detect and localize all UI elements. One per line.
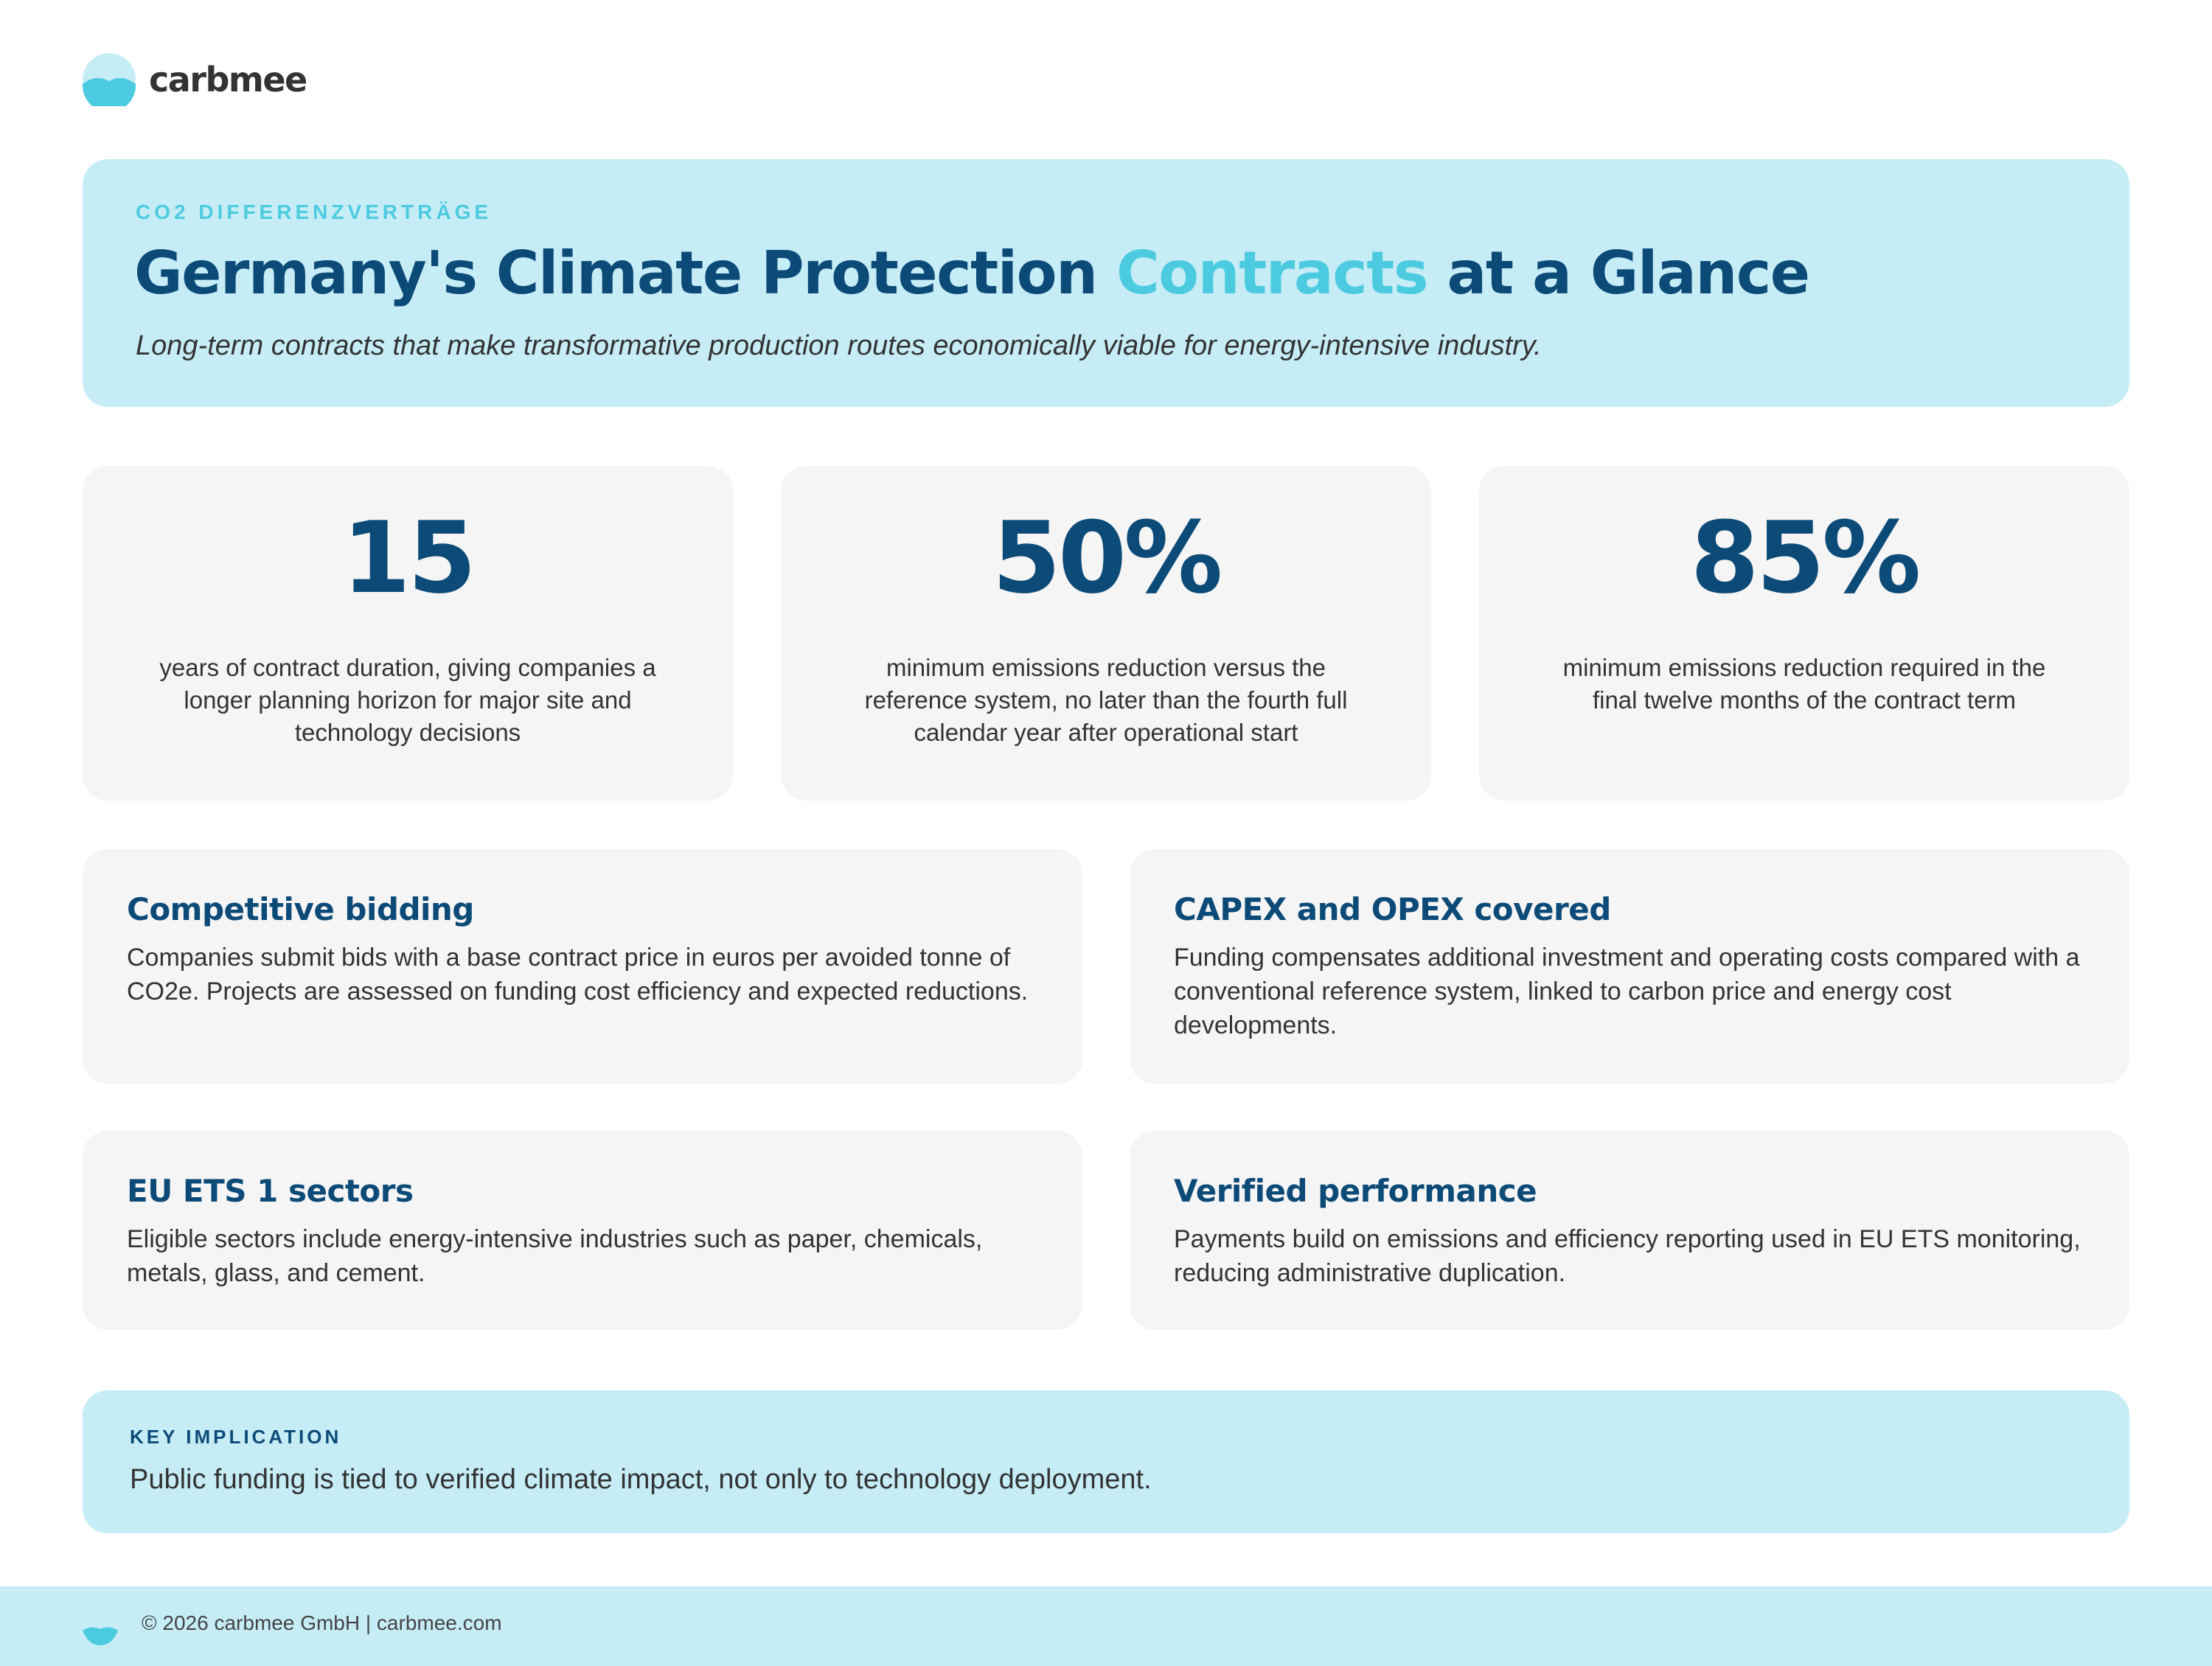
- feature-card-eu-ets-sectors: EU ETS 1 sectors Eligible sectors includ…: [83, 1131, 1082, 1330]
- hero-subtitle: Long-term contracts that make transforma…: [136, 330, 1542, 361]
- feature-text: Funding compensates additional investmen…: [1174, 944, 2080, 1039]
- stat-description: minimum emissions reduction required in …: [1562, 654, 2046, 714]
- footer-copyright: © 2026 carbmee GmbH | carbmee.com: [142, 1611, 502, 1634]
- feature-title: CAPEX and OPEX covered: [1174, 891, 1611, 927]
- hero-banner: CO2 DIFFERENZVERTRÄGE Germany's Climate …: [83, 159, 2129, 407]
- stat-description: minimum emissions reduction versus the r…: [864, 654, 1348, 746]
- key-implication-text: Public funding is tied to verified clima…: [130, 1464, 1152, 1495]
- feature-title: Verified performance: [1174, 1173, 1537, 1209]
- stat-description: years of contract duration, giving compa…: [159, 654, 656, 746]
- carbmee-logo-icon: [83, 53, 136, 106]
- title-part-1: Germany's Climate Protection: [134, 239, 1116, 307]
- key-implication-box: KEY IMPLICATION Public funding is tied t…: [83, 1390, 2129, 1533]
- feature-title: Competitive bidding: [127, 891, 474, 927]
- footer: © 2026 carbmee GmbH | carbmee.com: [0, 1586, 2212, 1666]
- feature-text: Payments build on emissions and efficien…: [1174, 1225, 2081, 1287]
- feature-card-verified-performance: Verified performance Payments build on e…: [1130, 1131, 2129, 1330]
- header-logo: carbmee: [83, 53, 307, 106]
- hero-eyebrow: CO2 DIFFERENZVERTRÄGE: [136, 201, 493, 223]
- stat-card-reduction-85: 85% minimum emissions reduction required…: [1479, 466, 2129, 801]
- key-implication-label: KEY IMPLICATION: [130, 1426, 342, 1448]
- feature-text: Eligible sectors include energy-intensiv…: [127, 1225, 983, 1287]
- feature-text: Companies submit bids with a base contra…: [127, 944, 1029, 1005]
- carbmee-wave-icon: [83, 1627, 118, 1645]
- stat-value: 15: [341, 501, 476, 616]
- title-part-2: at a Glance: [1427, 239, 1810, 307]
- stat-value: 50%: [992, 501, 1223, 616]
- brand-name: carbmee: [149, 60, 307, 100]
- feature-card-competitive-bidding: Competitive bidding Companies submit bid…: [83, 849, 1082, 1084]
- feature-title: EU ETS 1 sectors: [127, 1173, 414, 1209]
- stat-card-reduction-50: 50% minimum emissions reduction versus t…: [781, 466, 1431, 801]
- feature-card-capex-opex: CAPEX and OPEX covered Funding compensat…: [1130, 849, 2129, 1084]
- stat-card-duration: 15 years of contract duration, giving co…: [83, 466, 733, 801]
- stat-value: 85%: [1690, 501, 1921, 616]
- page-title: Germany's Climate Protection Contracts a…: [134, 239, 1810, 307]
- title-accent: Contracts: [1116, 239, 1429, 307]
